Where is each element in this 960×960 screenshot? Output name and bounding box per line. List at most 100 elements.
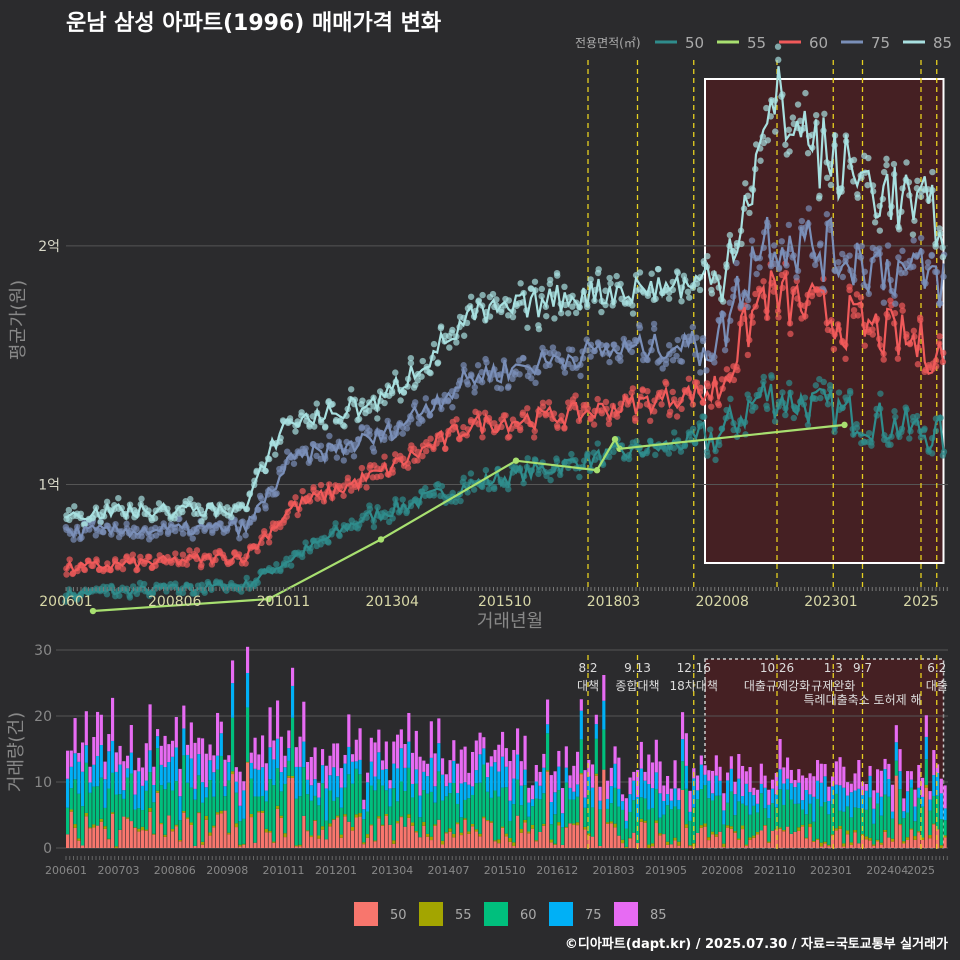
price-point-85 bbox=[684, 288, 692, 296]
volume-bar-60 bbox=[703, 785, 707, 824]
volume-bar-55 bbox=[741, 825, 745, 830]
volume-bar-60 bbox=[88, 792, 92, 828]
price-point-75 bbox=[350, 453, 358, 460]
volume-bar-60 bbox=[373, 790, 377, 841]
volume-bar-85 bbox=[654, 739, 658, 773]
volume-bar-85 bbox=[444, 774, 448, 787]
volume-bar-85 bbox=[831, 776, 835, 787]
volume-bar-60 bbox=[797, 803, 801, 828]
price-point-60 bbox=[294, 511, 301, 519]
volume-bar-85 bbox=[407, 712, 411, 742]
volume-bar-55 bbox=[107, 838, 111, 840]
price-point-60 bbox=[613, 413, 621, 420]
price-point-85 bbox=[407, 359, 415, 367]
volume-bar-60 bbox=[767, 818, 771, 842]
price-point-60 bbox=[869, 331, 876, 338]
price-point-85 bbox=[524, 324, 531, 331]
volume-bar-60 bbox=[793, 803, 797, 832]
price-point-85 bbox=[606, 274, 613, 282]
price-point-75 bbox=[785, 221, 793, 229]
price-point-85 bbox=[103, 498, 111, 506]
volume-bar-75 bbox=[463, 782, 467, 800]
volume-bar-55 bbox=[257, 811, 261, 813]
price-point-85 bbox=[785, 126, 793, 134]
price-point-50 bbox=[126, 594, 134, 601]
volume-bar-50 bbox=[122, 816, 126, 848]
volume-legend-swatch-50 bbox=[354, 902, 378, 926]
price-y-tick-label: 2억 bbox=[38, 239, 60, 255]
volume-bar-60 bbox=[156, 748, 160, 791]
price-point-75 bbox=[520, 355, 527, 362]
price-x-tick-label: 201011 bbox=[257, 594, 310, 610]
price-point-75 bbox=[699, 337, 707, 345]
volume-bar-75 bbox=[778, 769, 782, 790]
price-point-85 bbox=[939, 253, 947, 261]
price-point-50 bbox=[790, 414, 798, 422]
volume-bar-50 bbox=[613, 827, 617, 848]
volume-bar-75 bbox=[81, 771, 85, 807]
volume-bar-50 bbox=[542, 825, 546, 848]
volume-bar-60 bbox=[576, 796, 580, 823]
volume-bar-50 bbox=[332, 819, 336, 848]
price-point-75 bbox=[516, 371, 523, 378]
volume-bar-55 bbox=[654, 820, 658, 824]
volume-bar-75 bbox=[174, 747, 178, 782]
volume-bar-75 bbox=[306, 779, 310, 795]
volume-bar-60 bbox=[763, 808, 767, 826]
volume-bar-85 bbox=[426, 763, 430, 777]
volume-bar-75 bbox=[156, 736, 160, 749]
volume-bar-75 bbox=[369, 761, 373, 786]
volume-bar-85 bbox=[733, 781, 737, 795]
volume-bar-60 bbox=[96, 786, 100, 826]
volume-bar-55 bbox=[411, 822, 415, 826]
volume-bar-75 bbox=[99, 745, 103, 778]
price-point-50 bbox=[467, 470, 475, 477]
volume-bar-55 bbox=[684, 824, 688, 828]
volume-bar-60 bbox=[838, 810, 842, 826]
volume-bar-60 bbox=[598, 809, 602, 846]
volume-bar-55 bbox=[557, 822, 561, 826]
price-point-60 bbox=[632, 414, 639, 422]
volume-bar-85 bbox=[684, 733, 688, 766]
price-point-85 bbox=[341, 423, 348, 430]
volume-bar-60 bbox=[707, 798, 711, 838]
price-point-85 bbox=[460, 332, 468, 339]
price-point-60 bbox=[344, 474, 352, 482]
volume-bar-60 bbox=[328, 790, 332, 824]
volume-bar-85 bbox=[617, 757, 621, 789]
volume-bar-75 bbox=[913, 806, 917, 822]
price-point-60 bbox=[880, 356, 887, 363]
volume-bar-50 bbox=[212, 827, 216, 848]
price-point-50 bbox=[103, 591, 111, 598]
volume-bar-55 bbox=[478, 833, 482, 837]
volume-bar-60 bbox=[407, 767, 411, 815]
volume-bar-60 bbox=[643, 798, 647, 821]
price-point-60 bbox=[479, 434, 486, 441]
policy-date: 10.26 bbox=[760, 661, 794, 675]
volume-bar-60 bbox=[249, 778, 253, 814]
price-point-50 bbox=[704, 452, 711, 459]
price-point-75 bbox=[884, 242, 892, 249]
volume-bar-60 bbox=[583, 807, 587, 827]
price-point-85 bbox=[426, 369, 433, 376]
volume-bar-60 bbox=[201, 802, 205, 842]
volume-bar-85 bbox=[602, 675, 606, 701]
price-point-75 bbox=[549, 344, 557, 351]
volume-bar-55 bbox=[564, 826, 568, 828]
price-point-60 bbox=[129, 551, 137, 558]
volume-bar-50 bbox=[238, 846, 242, 848]
volume-bar-50 bbox=[84, 816, 88, 848]
price-point-50 bbox=[576, 473, 583, 481]
volume-bar-55 bbox=[924, 784, 928, 788]
volume-bar-75 bbox=[141, 785, 145, 811]
volume-bar-55 bbox=[362, 842, 366, 845]
volume-bar-55 bbox=[628, 837, 632, 839]
volume-bar-75 bbox=[414, 769, 418, 784]
volume-bar-60 bbox=[234, 792, 238, 824]
price-point-60 bbox=[363, 484, 370, 491]
volume-bar-60 bbox=[741, 803, 745, 826]
volume-bar-85 bbox=[433, 753, 437, 787]
price-point-85 bbox=[883, 161, 890, 169]
volume-bar-60 bbox=[392, 788, 396, 841]
volume-bar-85 bbox=[264, 763, 268, 791]
